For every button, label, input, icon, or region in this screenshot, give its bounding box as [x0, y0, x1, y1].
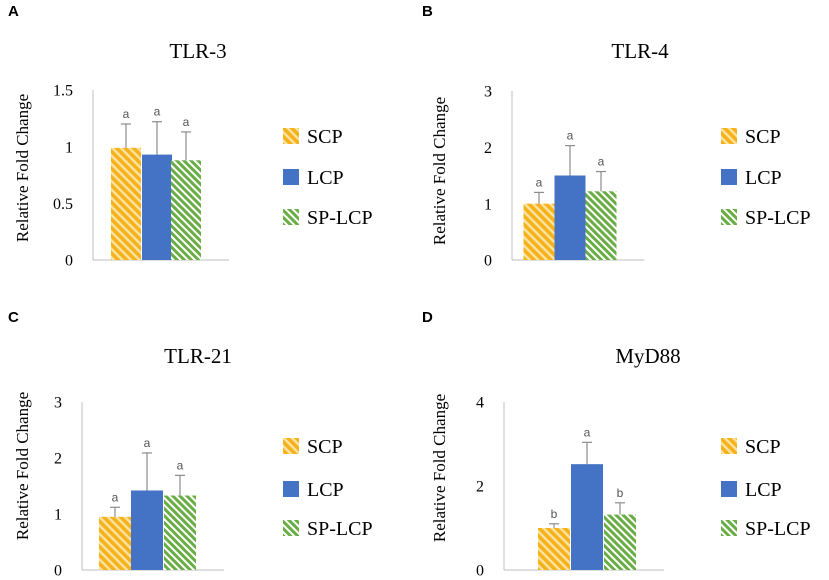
legend-swatch-splcp: [283, 520, 299, 536]
legend-label-splcp: SP-LCP: [745, 518, 811, 540]
y-axis-label: Relative Fold Change: [430, 394, 449, 542]
chart-title: TLR-4: [611, 39, 669, 63]
significance-label: b: [617, 486, 624, 500]
y-tick-label: 0.5: [53, 196, 73, 213]
significance-label: a: [144, 436, 151, 450]
legend-swatch-scp: [721, 128, 737, 144]
y-tick-label: 0: [476, 563, 484, 580]
chart-panel-b: B TLR-4 Relative Fold Change 0 1 2 3 a a a SCP LCP S…: [422, 3, 811, 270]
y-tick-label: 2: [476, 479, 484, 496]
legend-label-scp: SCP: [745, 436, 781, 458]
legend-swatch-scp: [283, 128, 299, 144]
y-axis-label: Relative Fold Change: [13, 94, 32, 242]
legend-label-lcp: LCP: [745, 167, 782, 189]
y-tick-label: 1: [65, 139, 73, 156]
y-tick-label: 2: [54, 451, 62, 468]
panel-letter: B: [422, 3, 433, 20]
significance-label: a: [598, 155, 605, 169]
y-tick-label: 0: [54, 563, 62, 580]
y-tick-label: 3: [54, 395, 62, 412]
legend-swatch-lcp: [721, 169, 737, 185]
legend-swatch-scp: [283, 438, 299, 454]
legend-swatch-lcp: [721, 481, 737, 497]
legend-label-lcp: LCP: [745, 479, 782, 501]
bar-scp: [111, 147, 141, 260]
significance-label: a: [584, 425, 591, 439]
chart-panel-d: D MyD88 Relative Fold Change 0 2 4 b a b SCP LCP SP…: [422, 309, 811, 580]
legend-label-splcp: SP-LCP: [307, 207, 373, 229]
y-tick-label: 4: [476, 395, 484, 412]
legend-label-lcp: LCP: [307, 167, 344, 189]
legend-swatch-lcp: [283, 169, 299, 185]
bar-lcp: [142, 154, 172, 260]
panel-letter: C: [8, 309, 19, 326]
y-tick-label: 3: [484, 84, 492, 101]
legend-swatch-splcp: [283, 209, 299, 225]
significance-label: a: [536, 175, 543, 189]
significance-label: a: [567, 129, 574, 143]
bar-splcp: [604, 514, 636, 570]
significance-label: a: [154, 105, 161, 119]
chart-title: MyD88: [615, 344, 680, 368]
bar-splcp: [585, 191, 617, 260]
bar-splcp: [164, 495, 196, 570]
legend-label-splcp: SP-LCP: [745, 207, 811, 229]
bar-scp: [523, 203, 555, 260]
chart-title: TLR-21: [164, 344, 232, 368]
bar-lcp: [554, 175, 586, 260]
chart-title: TLR-3: [169, 39, 226, 63]
legend-label-scp: SCP: [745, 126, 781, 148]
bar-scp: [538, 528, 570, 570]
legend-label-lcp: LCP: [307, 479, 344, 501]
chart-panel-c: C TLR-21 Relative Fold Change 0 1 2 3 a a a SCP LCP…: [8, 309, 373, 580]
significance-label: a: [177, 458, 184, 472]
y-tick-label: 0: [484, 253, 492, 270]
bar-scp: [99, 516, 131, 570]
y-tick-label: 1: [484, 196, 492, 213]
bar-lcp: [131, 490, 163, 570]
bar-lcp: [571, 464, 603, 570]
significance-label: a: [183, 115, 190, 129]
legend-swatch-scp: [721, 438, 737, 454]
panel-letter: A: [8, 3, 19, 20]
y-axis-label: Relative Fold Change: [13, 392, 32, 540]
significance-label: a: [112, 490, 119, 504]
significance-label: b: [551, 507, 558, 521]
legend-label-splcp: SP-LCP: [307, 518, 373, 540]
y-tick-label: 0: [65, 253, 73, 270]
legend-swatch-splcp: [721, 520, 737, 536]
legend-swatch-splcp: [721, 209, 737, 225]
legend-label-scp: SCP: [307, 126, 343, 148]
y-tick-label: 1.5: [53, 83, 73, 100]
y-tick-label: 2: [484, 140, 492, 157]
bar-splcp: [171, 160, 201, 260]
legend-swatch-lcp: [283, 481, 299, 497]
y-axis-label: Relative Fold Change: [430, 97, 449, 245]
legend-label-scp: SCP: [307, 436, 343, 458]
y-tick-label: 1: [54, 507, 62, 524]
significance-label: a: [123, 107, 130, 121]
chart-panel-a: A TLR-3 Relative Fold Change 0 0.5 1 1.5 a a a SCP…: [8, 3, 373, 270]
panel-letter: D: [422, 309, 433, 326]
